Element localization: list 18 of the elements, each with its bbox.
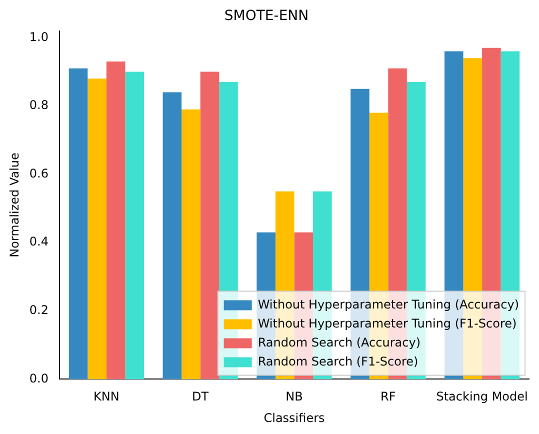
chart-title: SMOTE-ENN xyxy=(224,8,309,24)
x-tick-label: Stacking Model xyxy=(436,390,528,404)
y-axis-title: Normalized Value xyxy=(7,152,22,258)
legend-label: Random Search (F1-Score) xyxy=(258,354,418,368)
x-tick-label: KNN xyxy=(94,390,120,404)
legend-label: Without Hyperparameter Tuning (F1-Score) xyxy=(258,316,517,330)
x-tick-label: DT xyxy=(192,390,210,404)
x-tick-label: RF xyxy=(380,390,396,404)
y-tick-label: 0.8 xyxy=(29,98,48,112)
x-axis-title: Classifiers xyxy=(264,410,325,425)
legend-label: Random Search (Accuracy) xyxy=(258,335,421,350)
legend-label: Without Hyperparameter Tuning (Accuracy) xyxy=(258,297,520,312)
y-tick-label: 0.4 xyxy=(29,234,48,249)
x-tick-label: NB xyxy=(286,390,303,404)
y-tick-label: 0.0 xyxy=(29,371,48,386)
y-tick-label: 1.0 xyxy=(29,30,48,44)
y-tick-label: 0.6 xyxy=(29,166,48,180)
y-tick-label: 0.2 xyxy=(29,303,48,318)
